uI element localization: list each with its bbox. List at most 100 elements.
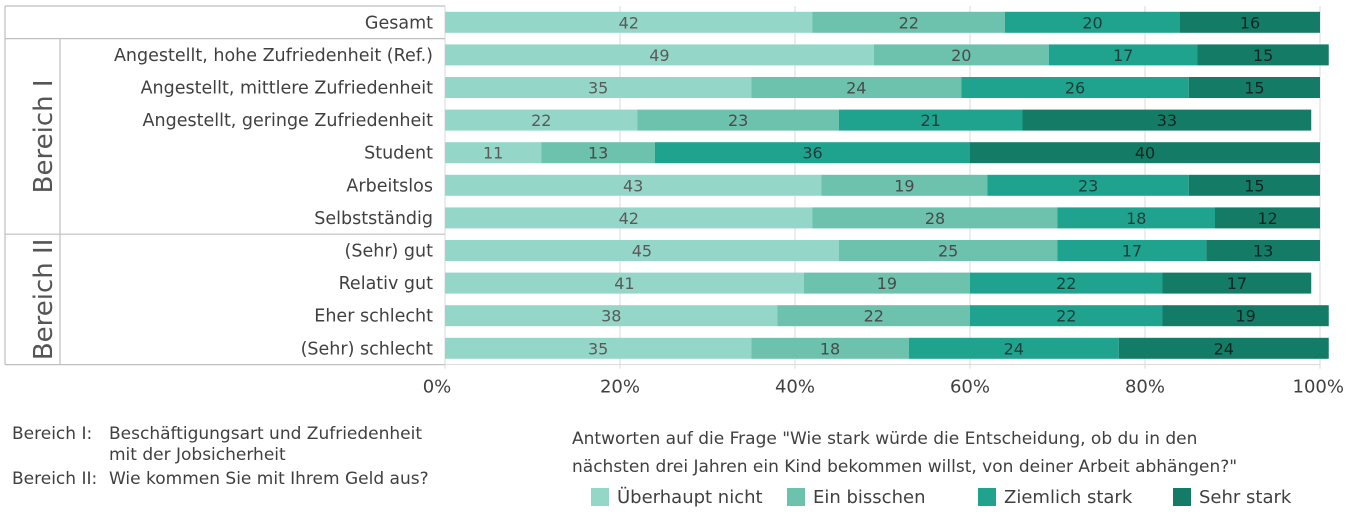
data-label: 42: [619, 209, 639, 228]
data-label: 28: [925, 209, 945, 228]
data-label: 17: [1122, 242, 1142, 261]
legend-label: Ein bisschen: [813, 487, 926, 508]
data-label: 42: [619, 13, 639, 32]
category-label: Angestellt, mittlere Zufriedenheit: [141, 79, 434, 99]
bar-segment: [1057, 207, 1215, 229]
data-label: 20: [951, 46, 971, 65]
group-label: Bereich II: [29, 239, 59, 361]
category-label: Relativ gut: [339, 274, 434, 294]
data-label: 12: [1257, 209, 1277, 228]
bar-segment: [987, 174, 1189, 196]
x-tick-label: 60%: [950, 377, 990, 398]
bar-segment: [961, 77, 1189, 98]
category-label: Angestellt, hohe Zufriedenheit (Ref.): [114, 46, 433, 66]
bar-segment: [445, 272, 804, 294]
bar-segment: [445, 337, 752, 359]
bar-segment: [1197, 44, 1329, 66]
bar-segment: [1180, 11, 1320, 33]
data-label: 36: [802, 144, 822, 163]
note-bereich-2-key: Bereich II:: [12, 469, 98, 489]
bar-row: 49 20 17 15: [445, 44, 1329, 66]
label-frame: [4, 5, 445, 366]
bar-segment: [873, 44, 1049, 66]
note-bereich-2: Bereich II: Wie kommen Sie mit Ihrem Geld…: [12, 469, 429, 490]
bar-segment: [445, 142, 542, 164]
category-label: Eher schlecht: [314, 307, 433, 327]
bar-segment: [445, 207, 813, 229]
bar-segment: [637, 109, 839, 131]
data-label: 24: [846, 79, 866, 98]
bar-segment: [1005, 11, 1180, 33]
bar-segment: [970, 142, 1320, 164]
data-label: 40: [1135, 144, 1155, 163]
note-bereich-1-line-1: Beschäftigungsart und Zufriedenheit: [109, 424, 423, 444]
bar-segment: [655, 142, 970, 164]
question-line-1: Antworten auf die Frage "Wie stark würde…: [572, 429, 1198, 449]
bar-row: 35 18 24 24: [445, 337, 1329, 359]
bar-segment: [1206, 240, 1320, 261]
data-label: 21: [920, 111, 940, 130]
bar-row: 11 13 36 40: [445, 142, 1320, 164]
data-label: 18: [820, 339, 840, 358]
category-label: Selbstständig: [314, 209, 433, 229]
legend-swatch: [978, 488, 996, 506]
bar-row: 45 25 17 13: [445, 240, 1320, 261]
x-tick-label: 20%: [600, 377, 640, 398]
bar-row: 35 24 26 15: [445, 77, 1320, 98]
data-label: 24: [1004, 339, 1024, 358]
data-label: 13: [588, 144, 608, 163]
data-label: 23: [1078, 176, 1098, 195]
data-label: 22: [1056, 274, 1076, 293]
bar-row: 41 19 22 17: [445, 272, 1312, 294]
bar-segment: [908, 337, 1119, 359]
bar-segment: [812, 11, 1005, 33]
legend-item: Überhaupt nicht: [591, 487, 763, 508]
category-labels: Gesamt Angestellt, hohe Zufriedenheit (Re…: [114, 13, 433, 359]
legend-label: Sehr stark: [1199, 487, 1292, 508]
note-bereich-1-cont: mit der Jobsicherheit: [109, 445, 286, 466]
note-bereich-2-text: Wie kommen Sie mit Ihrem Geld aus?: [109, 469, 429, 489]
data-label: 35: [588, 339, 608, 358]
data-label: 15: [1244, 176, 1264, 195]
bar-row: 38 22 22 19: [445, 305, 1329, 327]
bar-segment: [1188, 174, 1320, 196]
data-label: 22: [899, 13, 919, 32]
bar-segment: [445, 109, 638, 131]
data-label: 15: [1253, 46, 1273, 65]
data-label: 43: [623, 176, 643, 195]
legend-item: Ziemlich stark: [978, 487, 1132, 508]
bar-segment: [445, 174, 822, 196]
category-label: Gesamt: [365, 13, 433, 33]
bar-segment: [838, 240, 1058, 261]
data-label: 23: [728, 111, 748, 130]
x-tick-labels: 0% 20% 40% 60% 80% 100%: [423, 377, 1344, 398]
bar-segment: [445, 240, 839, 261]
data-label: 17: [1227, 274, 1247, 293]
data-label: 19: [877, 274, 897, 293]
bar-segment: [838, 109, 1023, 131]
bar-segment: [821, 174, 988, 196]
legend-item: Sehr stark: [1173, 487, 1291, 508]
bar-segment: [445, 11, 813, 33]
stacked-bar-chart: 42 22 20 16 49 20 17 15 35 24 26 15 22 23 21 33 11 13 36 40…: [4, 5, 1344, 398]
bar-row: 42 22 20 16: [445, 11, 1320, 33]
group-label: Bereich I: [29, 79, 59, 193]
bar-segment: [1215, 207, 1320, 229]
bars: 42 22 20 16 49 20 17 15 35 24 26 15 22 23 21 33 11 13 36 40…: [445, 11, 1329, 359]
category-label: Arbeitslos: [346, 176, 433, 196]
bar-row: 22 23 21 33: [445, 109, 1312, 131]
data-label: 13: [1253, 242, 1273, 261]
data-label: 41: [614, 274, 634, 293]
data-label: 38: [601, 307, 621, 326]
data-label: 16: [1240, 13, 1260, 32]
note-bereich-1-key: Bereich I:: [12, 424, 93, 444]
bar-segment: [970, 272, 1163, 294]
legend-item: Ein bisschen: [787, 487, 925, 508]
category-label: (Sehr) schlecht: [301, 339, 434, 359]
data-label: 35: [588, 79, 608, 98]
bar-segment: [445, 77, 752, 98]
data-label: 22: [531, 111, 551, 130]
legend-label: Überhaupt nicht: [617, 487, 763, 508]
bar-row: 43 19 23 15: [445, 174, 1320, 196]
bar-segment: [1057, 240, 1207, 261]
